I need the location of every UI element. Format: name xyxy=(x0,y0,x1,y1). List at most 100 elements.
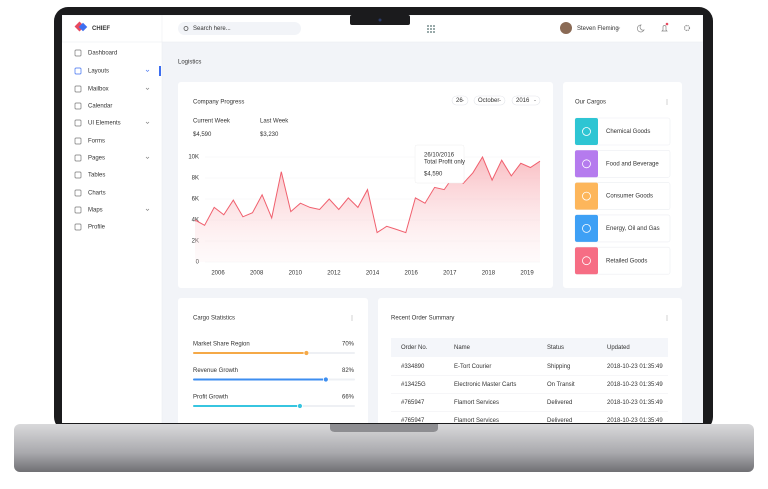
table-header xyxy=(391,338,668,357)
table-cell: #13425G xyxy=(401,382,426,388)
last-week-value: $3,230 xyxy=(260,132,279,138)
apps-icon[interactable] xyxy=(427,25,435,33)
stat-bar xyxy=(193,352,307,354)
stat-knob xyxy=(303,350,310,356)
table-cell: 2018-10-23 01:35:49 xyxy=(607,418,663,424)
cargo-glyph xyxy=(582,191,591,201)
y-tick-label: 8K xyxy=(192,176,199,182)
sidebar-icon xyxy=(74,154,82,162)
settings-icon[interactable] xyxy=(683,24,691,32)
x-tick-label: 2019 xyxy=(520,271,534,277)
cargo-name: Food and Beverage xyxy=(606,161,659,167)
filter-caret xyxy=(498,99,502,102)
user-caret xyxy=(616,27,621,30)
sidebar-icon xyxy=(74,102,82,110)
cargo-icon xyxy=(575,118,598,145)
cargo-name: Energy, Oil and Gas xyxy=(606,226,660,232)
filter-dropdown[interactable] xyxy=(511,95,541,106)
tooltip-label: Total Profit only xyxy=(424,160,465,166)
page-title: Logistics xyxy=(178,60,201,66)
cargo-name: Chemical Goods xyxy=(606,129,650,135)
sidebar-chevron xyxy=(145,121,150,124)
filter-label: October xyxy=(478,98,499,104)
sidebar-item[interactable]: Mailbox xyxy=(88,87,109,93)
theme-icon[interactable] xyxy=(637,24,645,33)
sidebar-item[interactable]: Layouts xyxy=(88,69,109,75)
tooltip-date: 26/10/2016 xyxy=(424,153,455,159)
table-cell: 2018-10-23 01:35:49 xyxy=(607,382,663,388)
sidebar-item[interactable]: Tables xyxy=(88,173,105,179)
table-cell: 2018-10-23 01:35:49 xyxy=(607,364,663,370)
filter-caret xyxy=(533,99,537,102)
sidebar-item[interactable]: Forms xyxy=(88,139,105,145)
table-cell: E-Tort Courier xyxy=(454,364,491,370)
card-title: Recent Order Summary xyxy=(391,316,454,322)
cargo-name: Consumer Goods xyxy=(606,194,653,200)
screen: CHIEF Search here... Steven Fleming Dashboa… xyxy=(62,15,703,424)
y-tick-label: 6K xyxy=(192,197,199,203)
table-cell: Flamort Services xyxy=(454,418,499,424)
avatar[interactable] xyxy=(560,22,572,34)
orders-card xyxy=(378,298,682,423)
table-cell: #334890 xyxy=(401,364,425,370)
filter-label: 2016 xyxy=(516,98,530,104)
sidebar-icon xyxy=(74,189,82,197)
cargo-glyph xyxy=(582,256,591,266)
sidebar-icon xyxy=(74,67,82,75)
search-box[interactable] xyxy=(178,22,301,35)
sidebar-item[interactable]: UI Elements xyxy=(88,121,121,127)
user-name[interactable]: Steven Fleming xyxy=(577,26,619,32)
stat-label: Profit Growth xyxy=(193,395,228,401)
cargo-icon xyxy=(575,182,598,210)
status: Delivered xyxy=(547,418,572,424)
sidebar-icon xyxy=(74,49,82,57)
x-tick-label: 2006 xyxy=(211,271,225,277)
sidebar-icon xyxy=(74,223,82,231)
sidebar-item[interactable]: Profile xyxy=(88,225,106,231)
stat-percent: 66% xyxy=(342,395,355,401)
menu-dot xyxy=(666,101,668,103)
stat-knob xyxy=(322,376,329,383)
sidebar-item[interactable]: Calendar xyxy=(88,104,112,110)
active-indicator xyxy=(159,66,161,76)
current-week-label: Current Week xyxy=(193,119,231,125)
stat-percent: 70% xyxy=(342,342,355,348)
menu-dot xyxy=(666,99,668,101)
x-tick-label: 2010 xyxy=(289,271,303,277)
sidebar-item[interactable]: Charts xyxy=(88,191,106,197)
sidebar-item[interactable]: Pages xyxy=(88,156,105,162)
column-header: Updated xyxy=(607,345,630,351)
sidebar-chevron xyxy=(145,69,150,72)
menu-dot xyxy=(351,319,353,321)
filter-dropdown[interactable] xyxy=(451,95,469,106)
cargo-glyph xyxy=(582,159,591,169)
sidebar-item[interactable]: Dashboard xyxy=(88,51,117,57)
column-header: Name xyxy=(454,345,471,351)
tooltip-value: $4,590 xyxy=(424,172,443,178)
sidebar xyxy=(62,15,162,423)
sidebar-icon xyxy=(74,206,82,214)
stat-percent: 82% xyxy=(342,368,355,374)
sidebar-item[interactable]: Maps xyxy=(88,208,103,214)
stat-knob xyxy=(297,403,303,409)
logo-text: CHIEF xyxy=(92,26,110,32)
bell-icon[interactable] xyxy=(661,25,668,32)
y-tick-label: 0 xyxy=(196,260,200,266)
sidebar-chevron xyxy=(145,156,150,159)
menu-dot xyxy=(666,319,668,321)
stat-bar xyxy=(193,378,326,381)
filter-caret xyxy=(461,99,465,102)
menu-dot xyxy=(666,315,668,317)
cargo-glyph xyxy=(582,127,591,136)
menu-dot xyxy=(666,317,668,319)
cargo-icon xyxy=(575,214,598,242)
filter-dropdown[interactable] xyxy=(473,95,506,106)
menu-dot xyxy=(351,315,353,317)
x-tick-label: 2017 xyxy=(443,271,457,277)
status: Shipping xyxy=(547,364,570,370)
x-tick-label: 2008 xyxy=(250,271,264,277)
stat-label: Revenue Growth xyxy=(193,368,238,374)
cargo-glyph xyxy=(582,223,591,233)
